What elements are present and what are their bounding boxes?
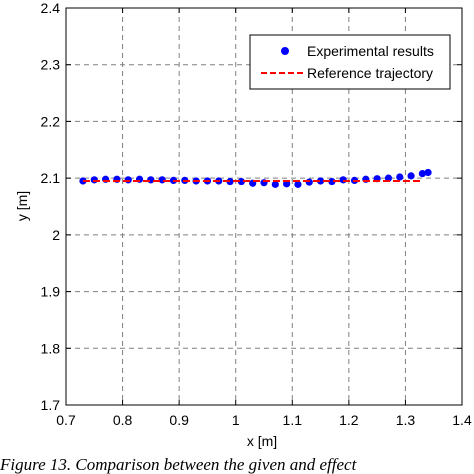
y-tick-labels: 1.7 1.8 1.9 2 2.1 2.2 2.3 2.4 xyxy=(41,0,61,413)
legend-label-experimental: Experimental results xyxy=(307,43,434,59)
experimental-point xyxy=(384,174,393,182)
y-tick-label: 1.7 xyxy=(41,397,61,413)
x-tick-label: 1.1 xyxy=(283,412,303,428)
experimental-point xyxy=(283,180,291,188)
legend: Experimental results Reference trajector… xyxy=(249,34,451,90)
experimental-point xyxy=(124,176,132,184)
x-tick-label: 1 xyxy=(232,412,240,428)
legend-marker-experimental xyxy=(281,47,289,55)
y-tick-label: 2 xyxy=(52,227,60,243)
x-tick-labels: 0.7 0.8 0.9 1 1.1 1.2 1.3 1.4 xyxy=(56,412,472,428)
y-tick-label: 2.3 xyxy=(41,57,61,73)
y-tick-label: 2.2 xyxy=(41,113,61,129)
x-tick-label: 1.4 xyxy=(452,412,472,428)
experimental-point xyxy=(271,180,279,188)
x-tick-label: 1.2 xyxy=(339,412,359,428)
y-tick-label: 2.4 xyxy=(41,0,61,16)
experimental-points-layer xyxy=(79,168,432,188)
figure-caption: Figure 13. Comparison between the given … xyxy=(0,455,358,474)
x-tick-label: 0.8 xyxy=(113,412,133,428)
experimental-point xyxy=(305,178,313,186)
plot-frame xyxy=(65,7,463,406)
y-tick-label: 1.9 xyxy=(41,284,61,300)
legend-label-reference: Reference trajectory xyxy=(307,65,433,81)
experimental-point xyxy=(424,168,432,177)
experimental-point xyxy=(147,176,155,184)
x-tick-label: 1.3 xyxy=(396,412,416,428)
experimental-point xyxy=(418,170,426,178)
experimental-point xyxy=(226,177,234,186)
y-tick-label: 1.8 xyxy=(41,340,61,356)
experimental-point xyxy=(407,172,415,180)
experimental-point xyxy=(328,177,336,186)
y-axis-label: y [m] xyxy=(14,191,30,221)
experimental-point xyxy=(237,177,245,186)
y-tick-label: 2.1 xyxy=(41,170,61,186)
x-axis-label: x [m] xyxy=(247,433,277,449)
x-tick-label: 0.7 xyxy=(56,412,76,428)
experimental-point xyxy=(339,176,347,184)
x-tick-label: 0.9 xyxy=(169,412,189,428)
experimental-point xyxy=(316,177,325,185)
experimental-point xyxy=(396,173,404,181)
experimental-point xyxy=(158,176,166,184)
experimental-point xyxy=(294,180,302,188)
experimental-point xyxy=(90,176,98,184)
legend-box xyxy=(249,34,451,90)
